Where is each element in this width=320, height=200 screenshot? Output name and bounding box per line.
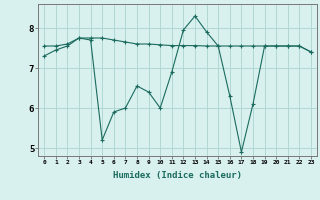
X-axis label: Humidex (Indice chaleur): Humidex (Indice chaleur) [113,171,242,180]
